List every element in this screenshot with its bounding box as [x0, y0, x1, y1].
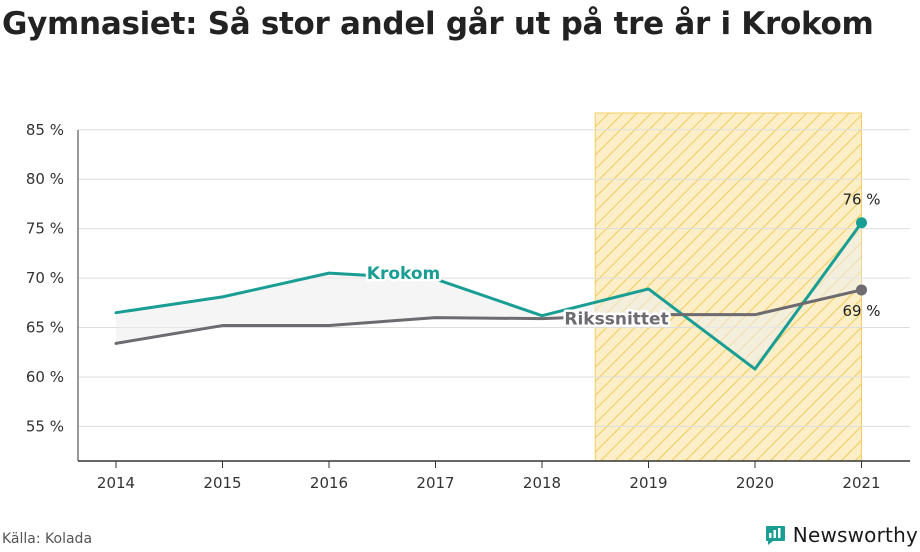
x-tick-label: 2017 — [416, 474, 454, 492]
end-label-krokom: 76 % — [842, 191, 880, 209]
y-tick-label: 60 % — [26, 368, 64, 386]
end-point-rikssnittet — [856, 284, 867, 296]
end-point-krokom — [856, 217, 867, 229]
series-label-krokom: Krokom — [367, 264, 440, 284]
brand-name: Newsworthy — [792, 523, 918, 547]
y-tick-label: 65 % — [26, 319, 64, 337]
y-tick-label: 75 % — [26, 220, 64, 238]
source-note: Källa: Kolada — [2, 531, 93, 547]
series-line-rikssnittet — [114, 288, 863, 345]
x-tick-label: 2016 — [310, 474, 348, 492]
x-tick-label: 2015 — [203, 474, 241, 492]
y-tick-label: 55 % — [26, 417, 64, 435]
x-tick-label: 2019 — [629, 474, 667, 492]
series-label-rikssnittet: Rikssnittet — [564, 310, 668, 330]
x-tick-label: 2018 — [523, 474, 561, 492]
newsworthy-logo-icon — [765, 526, 785, 545]
end-label-rikssnittet: 69 % — [842, 302, 880, 320]
x-tick-label: 2014 — [97, 474, 135, 492]
chart-title: Gymnasiet: Så stor andel går ut på tre å… — [2, 6, 874, 42]
x-tick-label: 2020 — [736, 474, 774, 492]
y-tick-label: 70 % — [26, 269, 64, 287]
y-tick-label: 80 % — [26, 170, 64, 188]
y-tick-label: 85 % — [26, 121, 64, 139]
brand-logo: Newsworthy — [764, 519, 918, 551]
x-tick-label: 2021 — [842, 474, 880, 492]
series-line-krokom — [114, 221, 863, 371]
series-gap-band — [116, 222, 862, 370]
